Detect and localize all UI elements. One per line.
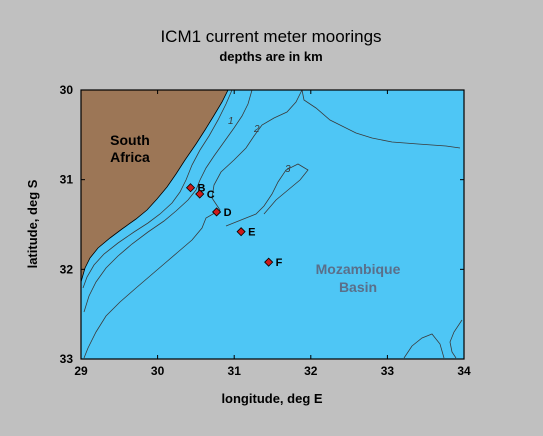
- contour-label-1: 1: [228, 116, 234, 127]
- x-tick-label: 34: [457, 364, 471, 378]
- mooring-marker-e: [236, 227, 246, 237]
- contour-1km: [82, 89, 233, 289]
- x-tick-label: 31: [228, 364, 242, 378]
- mooring-label-e: E: [248, 227, 255, 239]
- basin-label-line-2: Basin: [339, 279, 377, 295]
- x-tick-label: 32: [304, 364, 318, 378]
- y-tick-label: 30: [60, 83, 74, 97]
- mooring-marker-c: [195, 189, 205, 199]
- land-label-line-1: South: [110, 132, 150, 148]
- mooring-marker-d: [212, 207, 222, 217]
- contour-label-3: 3: [285, 164, 291, 175]
- x-tick-label: 30: [151, 364, 165, 378]
- mooring-label-d: D: [224, 207, 232, 219]
- y-tick-label: 32: [60, 262, 74, 276]
- figure-title: ICM1 current meter moorings: [160, 27, 381, 46]
- contour-3km: [83, 89, 461, 359]
- x-tick-label: 33: [381, 364, 395, 378]
- mooring-marker-f: [264, 257, 274, 267]
- x-tick-label: 29: [74, 364, 88, 378]
- depth-contours: [82, 89, 463, 359]
- land-south-africa: [80, 89, 229, 283]
- x-axis-label: longitude, deg E: [221, 391, 322, 406]
- mooring-label-c: C: [207, 189, 215, 201]
- map-frame: [80, 89, 465, 360]
- mooring-markers: BCD E F: [185, 183, 283, 269]
- y-tick-label: 31: [60, 173, 74, 187]
- mooring-label-f: F: [276, 257, 283, 269]
- x-axis-ticks: 29 30 31 32 33 34: [74, 90, 471, 378]
- figure-subtitle: depths are in km: [219, 49, 322, 64]
- land-label-line-2: Africa: [110, 149, 150, 165]
- contour-label-2: 2: [253, 124, 260, 135]
- contour-2km: [83, 89, 253, 313]
- basin-label-line-1: Mozambique: [316, 261, 401, 277]
- contour-3km-loop: [225, 163, 309, 227]
- contour-3km-inner: [403, 319, 463, 359]
- mooring-marker-b: [185, 183, 196, 193]
- y-axis-label: latitude, deg S: [25, 179, 40, 268]
- y-tick-label: 33: [60, 352, 74, 366]
- mooring-label-b: B: [198, 183, 206, 195]
